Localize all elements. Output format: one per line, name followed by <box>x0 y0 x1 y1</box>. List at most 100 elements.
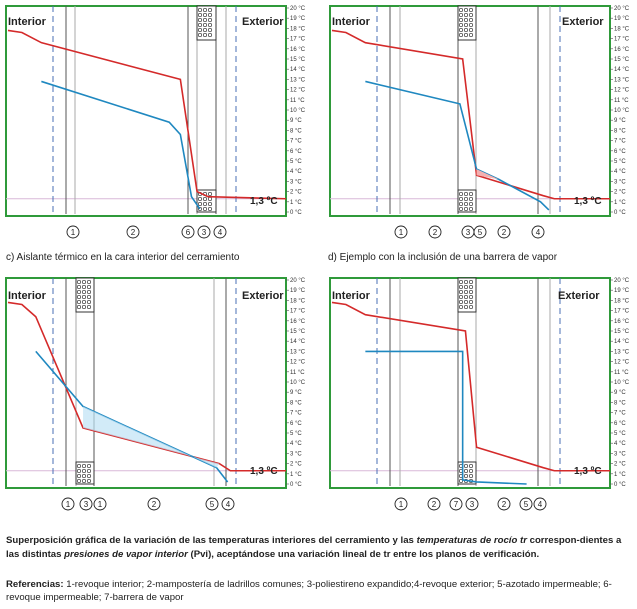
insulation-cell <box>463 299 469 305</box>
y-tick-label: 3 °C <box>290 179 302 185</box>
condensation-zone <box>83 406 220 468</box>
layer-marker <box>394 497 408 511</box>
y-tick-label: 11 °C <box>290 370 305 376</box>
insulation-cell <box>458 12 464 18</box>
layer-marker <box>473 225 487 239</box>
insulation-cell <box>468 289 474 295</box>
y-tick-label: 19 °C <box>614 16 630 22</box>
layer-marker <box>205 497 219 511</box>
insulation-cell <box>468 473 474 479</box>
insulation-cell <box>463 27 469 33</box>
layer-marker-label: 3 <box>470 500 475 509</box>
insulation-cell <box>468 304 474 310</box>
insulation-cell <box>76 463 82 469</box>
insulation-cell <box>207 206 213 212</box>
y-tick-label: 0 °C <box>614 482 626 488</box>
y-tick-label: 20 °C <box>614 6 630 12</box>
y-tick-label: 13 °C <box>290 77 306 83</box>
y-tick-label: 4 °C <box>290 169 302 175</box>
insulation-cell <box>463 473 469 479</box>
y-tick-label: 12 °C <box>290 360 306 366</box>
y-tick-label: 15 °C <box>290 329 306 335</box>
summary-text: Superposición gráfica de la variación de… <box>6 534 628 562</box>
y-tick-label: 15 °C <box>290 57 306 63</box>
y-tick-label: 10 °C <box>290 380 306 386</box>
insulation-cell <box>81 468 87 474</box>
insulation-cell <box>458 27 464 33</box>
y-tick-label: 13 °C <box>614 77 630 83</box>
exterior-temp-label: 1,3 ºC <box>574 196 602 207</box>
layer-marker-label: 3 <box>84 500 89 509</box>
y-tick-label: 0 °C <box>290 210 302 216</box>
chart-svg-a: 0 °C 1 °C 2 °C 3 °C 4 °C 5 °C 6 °C 7 °C 8 °C 9 °C… <box>5 5 306 239</box>
y-tick-label: 18 °C <box>290 26 306 32</box>
layer-marker <box>465 497 479 511</box>
layer-marker <box>197 225 211 239</box>
insulation-cell <box>463 201 469 207</box>
insulation-cell <box>202 17 208 23</box>
y-tick-label: 12 °C <box>614 88 630 94</box>
y-tick-label: 16 °C <box>290 319 306 325</box>
insulation-cell <box>76 478 82 484</box>
y-tick-label: 1 °C <box>614 472 626 478</box>
y-tick-label: 9 °C <box>290 118 302 124</box>
y-tick-label: 15 °C <box>614 329 630 335</box>
layer-marker <box>394 225 408 239</box>
insulation-cell <box>81 279 87 285</box>
y-tick-label: 12 °C <box>614 360 630 366</box>
layer-marker <box>519 497 533 511</box>
y-tick-label: 9 °C <box>290 390 302 396</box>
y-tick-label: 8 °C <box>614 128 626 134</box>
insulation-cell <box>86 284 92 290</box>
insulation-cell <box>197 196 203 202</box>
insulation-cell <box>458 279 464 285</box>
y-tick-label: 1 °C <box>290 472 302 478</box>
insulation-cell <box>463 289 469 295</box>
insulation-cell <box>463 279 469 285</box>
layer-marker <box>449 497 463 511</box>
insulation-cell <box>458 304 464 310</box>
layer-marker-label: 1 <box>98 500 103 509</box>
insulation-cell <box>463 284 469 290</box>
insulation-block <box>75 277 95 485</box>
insulation-cell <box>468 196 474 202</box>
y-tick-label: 0 °C <box>614 210 626 216</box>
y-tick-label: 20 °C <box>614 278 630 284</box>
insulation-cell <box>463 32 469 38</box>
y-tick-label: 6 °C <box>290 421 302 427</box>
insulation-cell <box>202 206 208 212</box>
insulation-cell <box>76 468 82 474</box>
y-tick-label: 15 °C <box>614 57 630 63</box>
layer-marker-label: 4 <box>536 228 541 237</box>
y-tick-label: 14 °C <box>614 339 630 345</box>
insulation-cell <box>197 17 203 23</box>
y-tick-label: 3 °C <box>614 179 626 185</box>
y-tick-label: 3 °C <box>290 451 302 457</box>
insulation-cell <box>468 191 474 197</box>
layer-marker-label: 4 <box>226 500 231 509</box>
insulation-cell <box>197 22 203 28</box>
y-tick-label: 12 °C <box>290 88 306 94</box>
layer-marker-label: 4 <box>218 228 223 237</box>
layer-marker <box>428 225 442 239</box>
insulation-cell <box>468 206 474 212</box>
exterior-label: Exterior <box>242 290 284 302</box>
insulation-cell <box>81 304 87 310</box>
insulation-cell <box>458 7 464 13</box>
insulation-cell <box>458 478 464 484</box>
insulation-cell <box>463 17 469 23</box>
insulation-cell <box>463 304 469 310</box>
temperature-line <box>331 29 610 200</box>
insulation-cell <box>207 12 213 18</box>
summary-part: correspon-dientes a las distintas <box>6 535 622 560</box>
insulation-cell <box>463 463 469 469</box>
insulation-cell <box>463 468 469 474</box>
insulation-cell <box>76 299 82 305</box>
y-tick-label: 6 °C <box>614 421 626 427</box>
references-text: 1-revoque interior; 2-mampostería de lad… <box>6 579 612 603</box>
y-tick-label: 11 °C <box>614 98 629 104</box>
insulation-cell <box>468 201 474 207</box>
layer-marker <box>531 225 545 239</box>
insulation-cell <box>468 7 474 13</box>
layer-marker <box>221 497 235 511</box>
